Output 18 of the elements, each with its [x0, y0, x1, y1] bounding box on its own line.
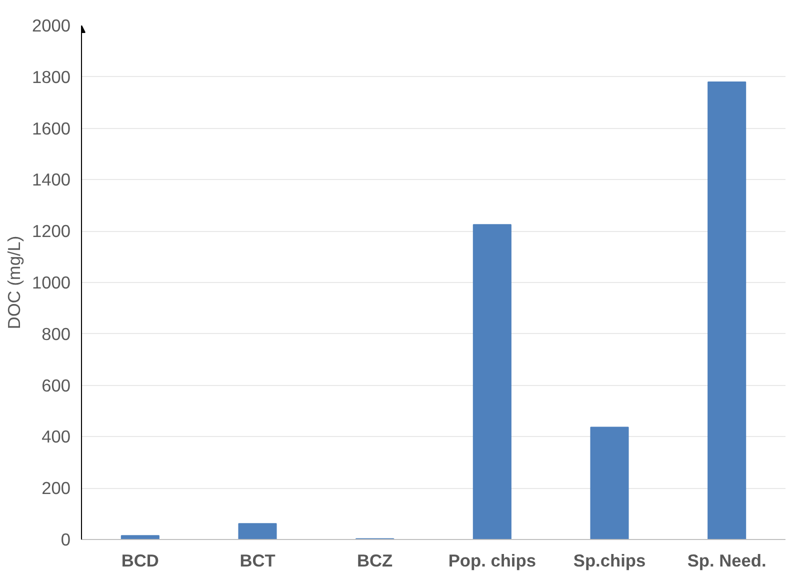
y-tick-label: 1800: [32, 66, 71, 87]
x-tick-label: BCZ: [357, 550, 394, 570]
x-tick-label: Pop. chips: [448, 550, 536, 570]
y-tick-label: 800: [42, 324, 71, 344]
y-tick-label: 600: [42, 375, 71, 396]
x-tick-label: BCD: [121, 550, 159, 570]
x-tick-label: Sp.chips: [573, 550, 646, 570]
y-axis-title: DOC (mg/L): [4, 236, 24, 330]
x-tick-label: BCT: [240, 550, 276, 570]
y-tick-label: 1000: [32, 272, 71, 292]
y-tick-label: 1200: [32, 221, 71, 242]
y-tick-label: 200: [42, 478, 71, 498]
y-tick-label: 2000: [32, 16, 71, 36]
y-tick-label: 1400: [32, 170, 71, 190]
x-tick-label: Sp. Need.: [687, 550, 766, 570]
y-tick-label: 0: [60, 530, 71, 550]
y-tick-label: 400: [42, 426, 71, 447]
y-tick-label: 1600: [32, 118, 71, 138]
